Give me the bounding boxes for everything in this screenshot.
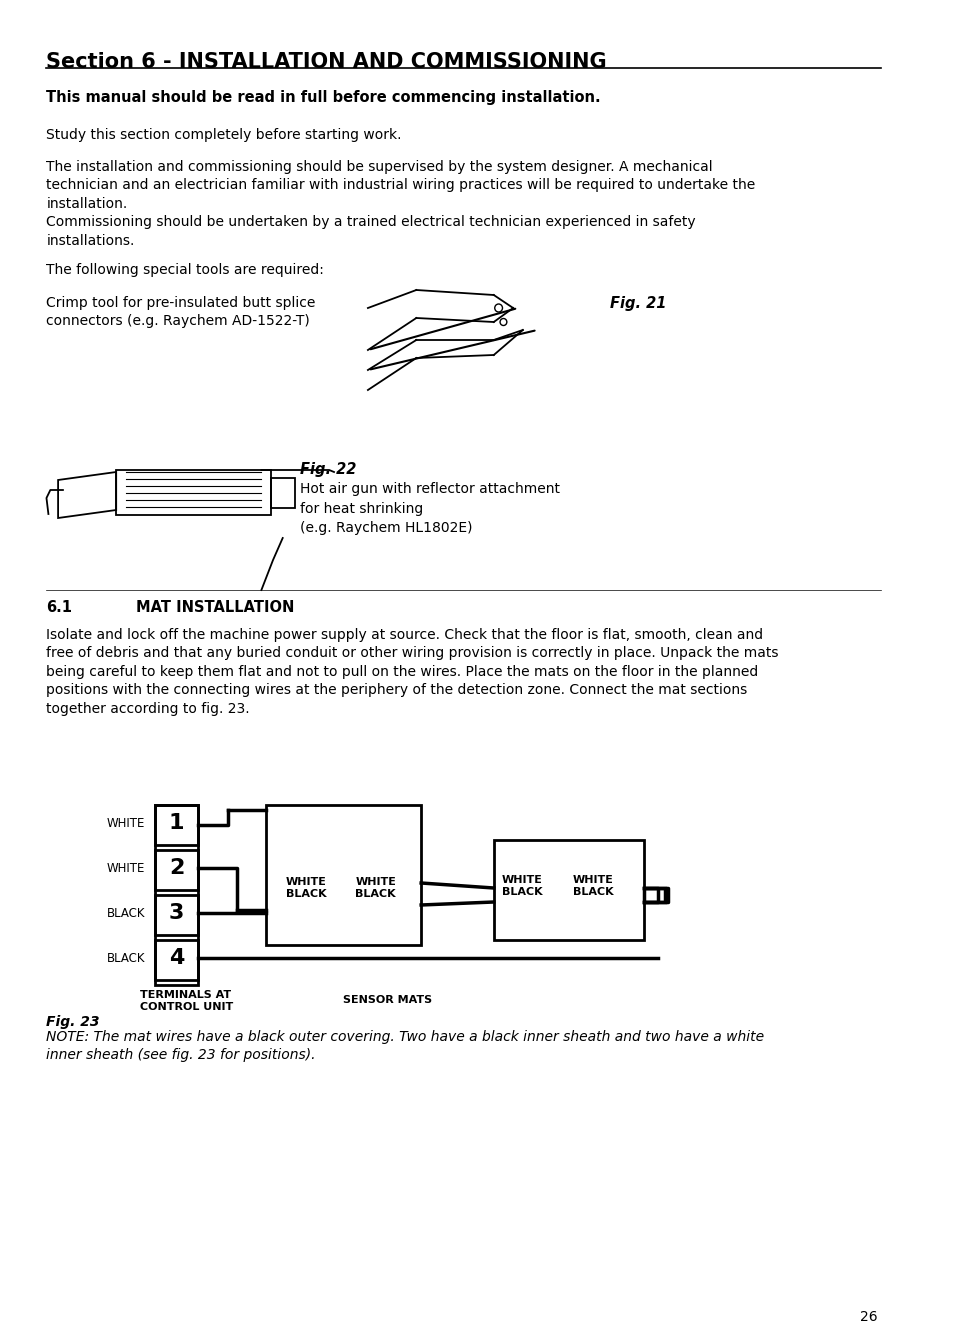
Bar bbox=[154, 941, 198, 981]
Text: WHITE: WHITE bbox=[107, 818, 145, 830]
Text: 2: 2 bbox=[169, 858, 184, 878]
Text: BLACK: BLACK bbox=[573, 887, 613, 896]
Text: 6.1: 6.1 bbox=[47, 600, 72, 615]
Text: CONTROL UNIT: CONTROL UNIT bbox=[140, 1002, 233, 1011]
Text: WHITE: WHITE bbox=[285, 876, 326, 887]
Text: BLACK: BLACK bbox=[107, 907, 145, 921]
Text: This manual should be read in full before commencing installation.: This manual should be read in full befor… bbox=[47, 90, 600, 106]
Bar bbox=[154, 895, 198, 935]
Text: 1: 1 bbox=[169, 814, 184, 834]
Text: Fig. 21: Fig. 21 bbox=[609, 297, 665, 311]
Text: BLACK: BLACK bbox=[501, 887, 541, 896]
Bar bbox=[154, 806, 198, 844]
Text: Study this section completely before starting work.: Study this section completely before sta… bbox=[47, 128, 401, 142]
Text: 26: 26 bbox=[859, 1311, 876, 1324]
Text: 4: 4 bbox=[169, 949, 184, 969]
Text: Isolate and lock off the machine power supply at source. Check that the floor is: Isolate and lock off the machine power s… bbox=[47, 628, 779, 716]
Bar bbox=[643, 888, 664, 902]
Text: Section 6 - INSTALLATION AND COMMISSIONING: Section 6 - INSTALLATION AND COMMISSIONI… bbox=[47, 52, 606, 72]
Text: WHITE: WHITE bbox=[501, 875, 542, 884]
Bar bbox=[116, 470, 271, 514]
Text: Hot air gun with reflector attachment
for heat shrinking
(e.g. Raychem HL1802E): Hot air gun with reflector attachment fo… bbox=[300, 482, 559, 534]
Text: Fig. 23: Fig. 23 bbox=[47, 1015, 100, 1029]
Text: 3: 3 bbox=[169, 903, 184, 923]
Text: WHITE: WHITE bbox=[107, 862, 145, 875]
Text: TERMINALS AT: TERMINALS AT bbox=[140, 990, 232, 1001]
Text: MAT INSTALLATION: MAT INSTALLATION bbox=[135, 600, 294, 615]
Bar bbox=[154, 806, 198, 985]
Bar bbox=[266, 806, 420, 945]
Text: WHITE: WHITE bbox=[355, 876, 395, 887]
Text: NOTE: The mat wires have a black outer covering. Two have a black inner sheath a: NOTE: The mat wires have a black outer c… bbox=[47, 1030, 763, 1062]
Bar bbox=[271, 478, 295, 508]
Text: Crimp tool for pre-insulated butt splice
connectors (e.g. Raychem AD-1522-T): Crimp tool for pre-insulated butt splice… bbox=[47, 297, 315, 329]
Text: The installation and commissioning should be supervised by the system designer. : The installation and commissioning shoul… bbox=[47, 160, 755, 247]
Text: BLACK: BLACK bbox=[285, 888, 326, 899]
Text: Fig. 22: Fig. 22 bbox=[300, 462, 356, 477]
Text: The following special tools are required:: The following special tools are required… bbox=[47, 263, 324, 277]
Bar bbox=[494, 840, 643, 941]
Text: BLACK: BLACK bbox=[107, 953, 145, 965]
Text: WHITE: WHITE bbox=[573, 875, 614, 884]
Text: SENSOR MATS: SENSOR MATS bbox=[342, 995, 432, 1005]
Text: BLACK: BLACK bbox=[355, 888, 395, 899]
Bar bbox=[154, 850, 198, 890]
